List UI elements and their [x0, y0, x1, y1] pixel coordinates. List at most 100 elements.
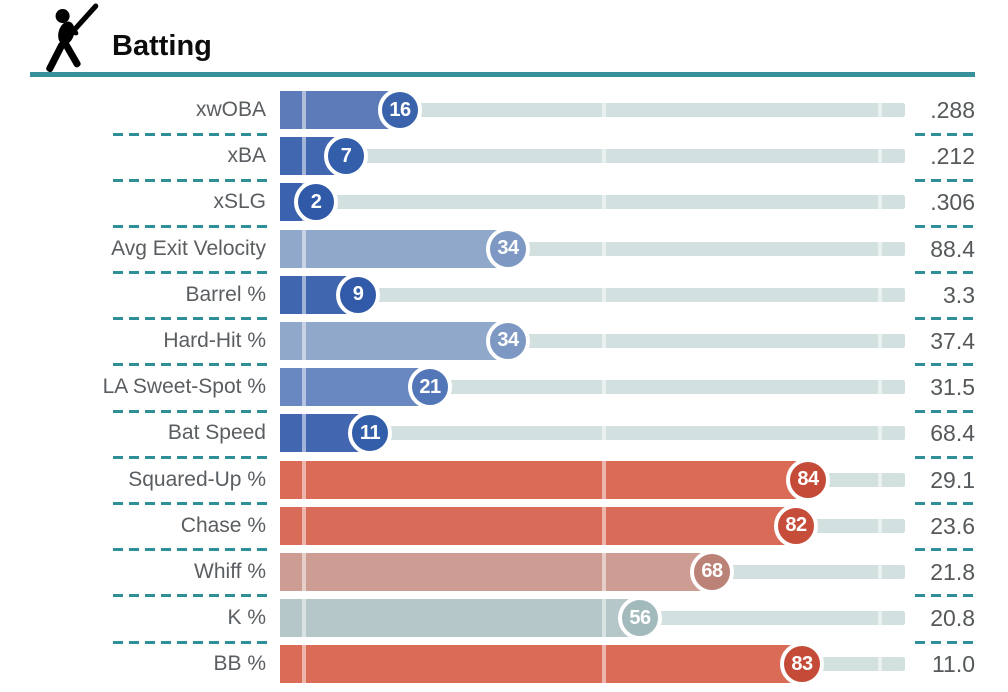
- stat-bar-zone: 11: [280, 411, 905, 456]
- stat-label: Chase %: [180, 513, 266, 537]
- stat-value: 29.1: [930, 466, 975, 493]
- marker-line-50: [602, 137, 606, 176]
- row-separator-right: [915, 455, 975, 459]
- stat-label: Hard-Hit %: [163, 328, 266, 352]
- stat-value: 37.4: [930, 327, 975, 354]
- percentile-number: 9: [352, 283, 364, 306]
- row-separator-right: [915, 502, 975, 505]
- percentile-number: 56: [629, 606, 651, 629]
- percentile-badge[interactable]: 34: [486, 226, 530, 271]
- stat-value: .288: [930, 97, 975, 123]
- stat-bar-zone: 56: [280, 596, 905, 641]
- row-separator-right: [915, 363, 975, 367]
- percentile-number: 34: [497, 237, 519, 260]
- stat-bar-zone: 82: [280, 503, 905, 548]
- stat-bar-zone: 16: [280, 88, 905, 132]
- percentile-number: 83: [791, 652, 813, 675]
- marker-line-50: [602, 599, 606, 638]
- marker-line-50: [602, 321, 606, 360]
- stat-label: Barrel %: [185, 282, 266, 306]
- row-separator-left: [113, 409, 271, 413]
- percentile-badge[interactable]: 82: [774, 503, 818, 548]
- stat-value: 11.0: [931, 651, 975, 678]
- stat-value: 23.6: [930, 512, 975, 539]
- percentile-bar: [280, 645, 802, 684]
- row-separator-left: [113, 548, 271, 552]
- percentile-badge[interactable]: 68: [690, 549, 734, 594]
- stat-label: Avg Exit Velocity: [111, 236, 266, 260]
- percentile-badge[interactable]: 2: [294, 180, 338, 225]
- marker-line-50: [602, 229, 606, 268]
- stat-bar-zone: 21: [280, 365, 905, 410]
- percentile-number: 34: [497, 329, 519, 352]
- marker-line-0: [302, 321, 306, 360]
- stat-bar-zone: 2: [280, 180, 905, 225]
- section-header: Batting: [0, 0, 1008, 80]
- stat-label: Whiff %: [194, 559, 266, 583]
- marker-line-50: [602, 506, 606, 545]
- marker-line-50: [602, 414, 606, 453]
- percentile-bar: [280, 599, 640, 638]
- percentile-badge[interactable]: 83: [780, 642, 824, 687]
- percentile-badge[interactable]: 9: [336, 272, 380, 317]
- percentile-bar: [280, 229, 508, 268]
- stat-label: xwOBA: [195, 98, 266, 121]
- marker-line-50: [602, 645, 606, 684]
- row-separator-left: [113, 224, 271, 228]
- stat-value: .212: [930, 143, 975, 170]
- marker-line-50: [602, 275, 606, 314]
- percentile-badge[interactable]: 11: [348, 411, 392, 456]
- percentile-badge[interactable]: 16: [378, 88, 422, 132]
- stat-value: 3.3: [943, 281, 975, 308]
- percentile-badge[interactable]: 84: [786, 457, 830, 502]
- marker-line-high: [878, 183, 882, 222]
- row-separator-right: [915, 640, 975, 644]
- percentile-track: [280, 287, 905, 302]
- marker-line-0: [302, 229, 306, 268]
- batter-swing-icon: [46, 3, 99, 73]
- percentile-badge[interactable]: 34: [486, 318, 530, 363]
- stat-bar-zone: 9: [280, 272, 905, 317]
- row-separator-right: [915, 271, 975, 275]
- stat-value: 88.4: [930, 235, 975, 262]
- percentile-track: [280, 103, 905, 117]
- percentile-badge[interactable]: 7: [324, 134, 368, 179]
- percentile-badge[interactable]: 56: [618, 596, 662, 641]
- marker-line-high: [878, 275, 882, 314]
- percentile-badge[interactable]: 21: [408, 365, 452, 410]
- stat-value: 21.8: [930, 558, 975, 585]
- marker-line-0: [302, 506, 306, 545]
- stat-value: .306: [930, 189, 975, 216]
- percentile-number: 68: [701, 560, 723, 583]
- marker-line-50: [602, 460, 606, 499]
- stat-label: K %: [227, 606, 266, 630]
- percentile-number: 11: [359, 421, 381, 444]
- marker-line-0: [302, 414, 306, 453]
- marker-line-high: [878, 321, 882, 360]
- marker-line-0: [302, 368, 306, 407]
- marker-line-0: [302, 275, 306, 314]
- marker-line-0: [302, 599, 306, 638]
- stat-row: Bat Speed 11 68.4: [0, 411, 1008, 460]
- marker-line-high: [878, 368, 882, 407]
- stat-bar-zone: 83: [280, 642, 905, 687]
- marker-line-50: [602, 552, 606, 591]
- percentile-number: 16: [389, 98, 411, 121]
- percentile-chart: xwOBA 16 .288 xBA 7 .212 xSLG: [0, 88, 1008, 691]
- marker-line-50: [602, 183, 606, 222]
- stat-value: 68.4: [930, 420, 975, 447]
- stat-row: xBA 7 .212: [0, 134, 1008, 183]
- marker-line-50: [602, 368, 606, 407]
- percentile-number: 2: [310, 190, 322, 213]
- stat-label: xSLG: [213, 190, 266, 214]
- row-separator-right: [915, 548, 975, 552]
- row-separator-right: [915, 132, 975, 136]
- page-title: Batting: [112, 30, 212, 62]
- stat-bar-zone: 7: [280, 134, 905, 179]
- marker-line-high: [878, 506, 882, 545]
- stat-row: Chase % 82 23.6: [0, 503, 1008, 553]
- stat-value: 20.8: [930, 605, 975, 632]
- stat-value: 31.5: [930, 374, 975, 401]
- row-separator-left: [113, 455, 271, 459]
- row-separator-right: [915, 178, 975, 182]
